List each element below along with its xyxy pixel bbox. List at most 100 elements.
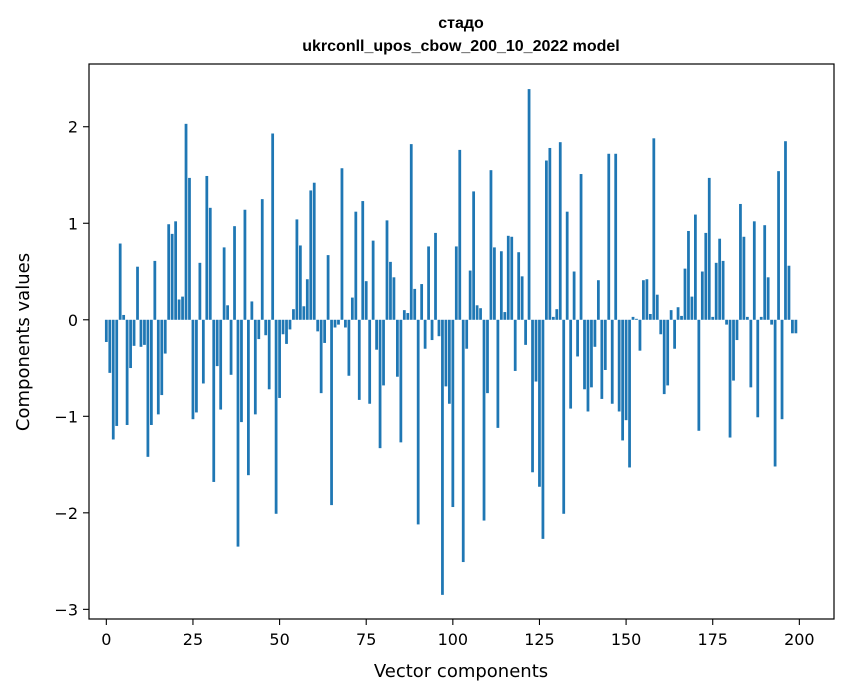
bar-component-56 <box>298 245 302 320</box>
bar-component-177 <box>718 238 722 320</box>
bar-component-132 <box>562 319 566 514</box>
bar-component-89 <box>413 288 417 320</box>
bar-component-79 <box>378 319 382 449</box>
bar-component-186 <box>749 319 753 388</box>
bar-component-180 <box>728 319 732 438</box>
bar-component-135 <box>572 271 576 320</box>
bar-component-77 <box>371 240 375 320</box>
bar-component-116 <box>506 235 510 320</box>
bar-component-58 <box>305 279 309 320</box>
bar-component-164 <box>673 319 676 349</box>
bar-component-26 <box>195 319 198 413</box>
bar-component-197 <box>787 265 791 320</box>
bar-component-157 <box>648 313 652 320</box>
bar-component-162 <box>666 319 670 386</box>
bar-component-35 <box>226 305 229 320</box>
bar-component-111 <box>489 170 493 320</box>
x-tick-label: 175 <box>697 630 728 649</box>
bar-component-165 <box>676 307 680 320</box>
bar-component-11 <box>143 319 146 345</box>
bar-component-97 <box>441 319 444 595</box>
bar-component-173 <box>704 232 708 320</box>
bar-component-48 <box>271 133 275 320</box>
bar-component-119 <box>517 252 521 320</box>
bar-component-127 <box>545 160 548 320</box>
bar-component-161 <box>662 319 666 395</box>
bar-component-28 <box>201 319 205 384</box>
bar-component-133 <box>565 211 569 320</box>
bar-component-0 <box>104 319 108 342</box>
bar-component-74 <box>361 201 365 320</box>
bar-component-59 <box>309 190 313 320</box>
y-tick-label: 0 <box>68 311 78 330</box>
bar-component-124 <box>534 319 538 382</box>
x-tick-label: 0 <box>101 630 111 649</box>
bar-component-45 <box>260 199 264 320</box>
bar-component-148 <box>617 319 621 412</box>
bar-component-12 <box>146 319 150 457</box>
x-tick-label: 100 <box>438 630 469 649</box>
bar-component-18 <box>167 224 171 320</box>
bar-component-108 <box>479 308 482 320</box>
bar-component-114 <box>499 251 503 320</box>
bar-component-70 <box>347 319 351 376</box>
bar-component-1 <box>108 319 112 373</box>
bar-component-149 <box>621 319 625 441</box>
y-axis-label: Components values <box>13 253 34 431</box>
bar-component-36 <box>229 319 233 375</box>
bar-component-98 <box>444 319 448 387</box>
bar-component-81 <box>385 220 389 320</box>
bar-component-31 <box>212 319 216 482</box>
bar-component-23 <box>184 123 188 320</box>
bar-component-29 <box>205 175 209 320</box>
bar-component-189 <box>759 316 763 320</box>
bar-component-9 <box>136 266 139 320</box>
bar-component-139 <box>586 319 590 412</box>
bar-component-172 <box>700 271 704 320</box>
bar-component-54 <box>292 309 295 320</box>
bar-component-17 <box>163 319 167 354</box>
bar-component-199 <box>794 319 798 334</box>
bar-component-72 <box>354 211 358 320</box>
bar-component-170 <box>694 214 697 320</box>
bar-component-67 <box>337 319 340 325</box>
bar-component-7 <box>129 319 132 369</box>
bar-component-15 <box>156 319 160 415</box>
bar-component-25 <box>191 319 195 420</box>
bar-component-163 <box>669 310 673 320</box>
bar-component-38 <box>236 319 240 547</box>
x-tick-label: 200 <box>784 630 815 649</box>
bar-component-198 <box>791 319 794 334</box>
bar-component-80 <box>382 319 385 386</box>
bar-component-75 <box>364 281 368 320</box>
bar-component-171 <box>697 319 701 431</box>
bar-component-41 <box>247 319 250 476</box>
bar-component-43 <box>253 319 257 415</box>
bar-component-184 <box>742 236 746 320</box>
bar-component-160 <box>659 319 663 335</box>
bar-component-168 <box>687 230 690 320</box>
bar-component-50 <box>278 319 281 398</box>
bar-component-122 <box>527 89 531 320</box>
bar-component-182 <box>735 319 739 341</box>
bar-component-113 <box>496 319 500 428</box>
bar-component-109 <box>482 319 486 521</box>
bar-component-144 <box>603 319 607 370</box>
bar-component-24 <box>188 177 191 320</box>
bar-component-22 <box>181 296 184 320</box>
bar-component-159 <box>655 294 659 320</box>
bar-component-20 <box>174 221 178 320</box>
bar-component-190 <box>763 225 767 320</box>
bar-component-99 <box>447 319 451 404</box>
bar-component-194 <box>777 171 780 320</box>
bar-component-115 <box>503 312 507 320</box>
bar-component-96 <box>437 319 441 337</box>
bar-component-4 <box>118 243 122 320</box>
bar-component-64 <box>326 255 330 320</box>
bar-component-60 <box>312 182 316 320</box>
bar-component-66 <box>333 319 337 328</box>
bar-component-103 <box>461 319 465 563</box>
y-tick-label: 2 <box>68 118 78 137</box>
bar-component-185 <box>745 316 749 320</box>
